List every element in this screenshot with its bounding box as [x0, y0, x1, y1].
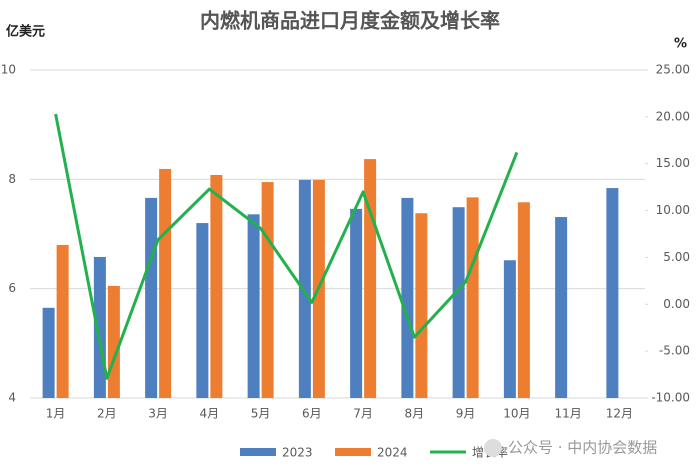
bar	[555, 217, 568, 398]
y2-tick-label: 0.00	[663, 297, 690, 311]
x-tick-label: 6月	[302, 407, 322, 421]
y-axis-label: 亿美元	[6, 24, 45, 40]
y2-tick-label: 10.00	[656, 203, 690, 217]
bar	[196, 223, 209, 398]
x-tick-label: 12月	[606, 407, 633, 421]
x-tick-label: 11月	[554, 407, 581, 421]
bar	[364, 159, 377, 398]
y2-tick-label: 5.00	[663, 250, 690, 264]
line	[54, 113, 519, 380]
bar	[247, 214, 260, 398]
bar	[261, 182, 274, 398]
bar	[415, 213, 428, 398]
y-tick-label: 4	[8, 391, 16, 405]
x-tick-label: 5月	[251, 407, 271, 421]
bar	[145, 197, 158, 398]
x-tick-label: 10月	[503, 407, 530, 421]
y-tick-label: 10	[1, 63, 16, 77]
bar	[350, 208, 363, 398]
y2-axis-label: %	[674, 37, 687, 52]
bar	[466, 197, 479, 398]
bar	[56, 244, 69, 398]
bar	[298, 179, 311, 398]
x-tick-label: 2月	[97, 407, 117, 421]
bar	[107, 285, 120, 398]
x-tick-label: 7月	[353, 407, 373, 421]
y-tick-label: 8	[8, 172, 16, 186]
x-tick-label: 1月	[46, 407, 66, 421]
legend-swatch	[240, 448, 276, 456]
x-tick-label: 4月	[200, 407, 220, 421]
legend-label: 2024	[377, 446, 408, 460]
legend-label: 2023	[282, 446, 313, 460]
x-tick-label: 8月	[405, 407, 425, 421]
x-tick-label: 9月	[456, 407, 476, 421]
x-tick-label: 3月	[148, 407, 168, 421]
bar	[210, 174, 223, 398]
y2-tick-label: 25.00	[656, 63, 690, 77]
bar	[159, 168, 172, 398]
y2-tick-label: 15.00	[656, 156, 690, 170]
watermark-icon	[484, 439, 502, 457]
bar	[503, 260, 516, 398]
chart-title: 内燃机商品进口月度金额及增长率	[200, 9, 500, 33]
bar	[452, 207, 465, 398]
legend-swatch	[335, 448, 371, 456]
watermark: 公众号 · 中内协会数据	[508, 439, 657, 457]
bar	[517, 202, 530, 398]
bar	[42, 307, 55, 398]
y2-tick-label: 20.00	[656, 109, 690, 123]
bar	[401, 197, 414, 398]
y2-tick-label: -10.00	[651, 391, 690, 405]
bar	[606, 188, 619, 398]
y2-tick-label: -5.00	[659, 344, 690, 358]
y-tick-label: 6	[8, 281, 16, 295]
